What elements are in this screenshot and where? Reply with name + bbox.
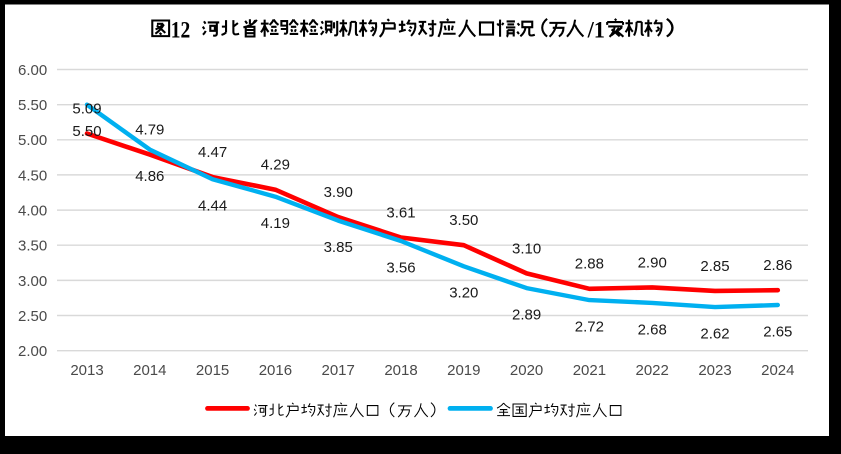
- svg-text:5.50: 5.50: [18, 97, 47, 114]
- svg-text:5.09: 5.09: [72, 100, 101, 117]
- svg-text:4.86: 4.86: [135, 168, 164, 185]
- svg-text:4.44: 4.44: [198, 198, 227, 215]
- svg-text:4.79: 4.79: [135, 122, 164, 139]
- svg-text:6.00: 6.00: [18, 62, 47, 79]
- svg-text:3.10: 3.10: [512, 240, 541, 257]
- svg-text:2.68: 2.68: [638, 321, 667, 338]
- svg-text:2020: 2020: [510, 362, 543, 379]
- svg-text:3.00: 3.00: [18, 273, 47, 290]
- svg-text:/1: /1: [587, 17, 605, 43]
- svg-text:4.00: 4.00: [18, 203, 47, 220]
- svg-text:3.90: 3.90: [324, 184, 353, 201]
- svg-text:2022: 2022: [636, 362, 669, 379]
- svg-text:2.86: 2.86: [763, 257, 792, 274]
- svg-text:2014: 2014: [133, 362, 166, 379]
- svg-text:4.29: 4.29: [261, 157, 290, 174]
- svg-text:2021: 2021: [573, 362, 606, 379]
- svg-text:3.61: 3.61: [386, 204, 415, 221]
- svg-text:2015: 2015: [196, 362, 229, 379]
- svg-text:5.00: 5.00: [18, 132, 47, 149]
- svg-text:4.50: 4.50: [18, 167, 47, 184]
- svg-text:2.90: 2.90: [638, 254, 667, 271]
- svg-text:2.85: 2.85: [700, 258, 729, 275]
- svg-text:4.19: 4.19: [261, 215, 290, 232]
- svg-text:12: 12: [171, 17, 191, 43]
- svg-text:2.72: 2.72: [575, 319, 604, 336]
- svg-text:3.56: 3.56: [386, 259, 415, 276]
- svg-text:5.50: 5.50: [72, 123, 101, 140]
- svg-text:3.50: 3.50: [449, 212, 478, 229]
- svg-text:2023: 2023: [698, 362, 731, 379]
- svg-text:2024: 2024: [761, 362, 794, 379]
- svg-text:4.47: 4.47: [198, 144, 227, 161]
- svg-text:2.62: 2.62: [700, 326, 729, 343]
- svg-text:3.85: 3.85: [324, 239, 353, 256]
- svg-text:2016: 2016: [259, 362, 292, 379]
- svg-text:2.00: 2.00: [18, 343, 47, 360]
- svg-text:2.89: 2.89: [512, 307, 541, 324]
- svg-text:2.50: 2.50: [18, 308, 47, 325]
- svg-text:2017: 2017: [322, 362, 355, 379]
- svg-text:3.50: 3.50: [18, 238, 47, 255]
- svg-text:2019: 2019: [447, 362, 480, 379]
- svg-text:2018: 2018: [384, 362, 417, 379]
- svg-text:2.88: 2.88: [575, 256, 604, 273]
- svg-text:3.20: 3.20: [449, 285, 478, 302]
- svg-text:2013: 2013: [70, 362, 103, 379]
- svg-text:2.65: 2.65: [763, 323, 792, 340]
